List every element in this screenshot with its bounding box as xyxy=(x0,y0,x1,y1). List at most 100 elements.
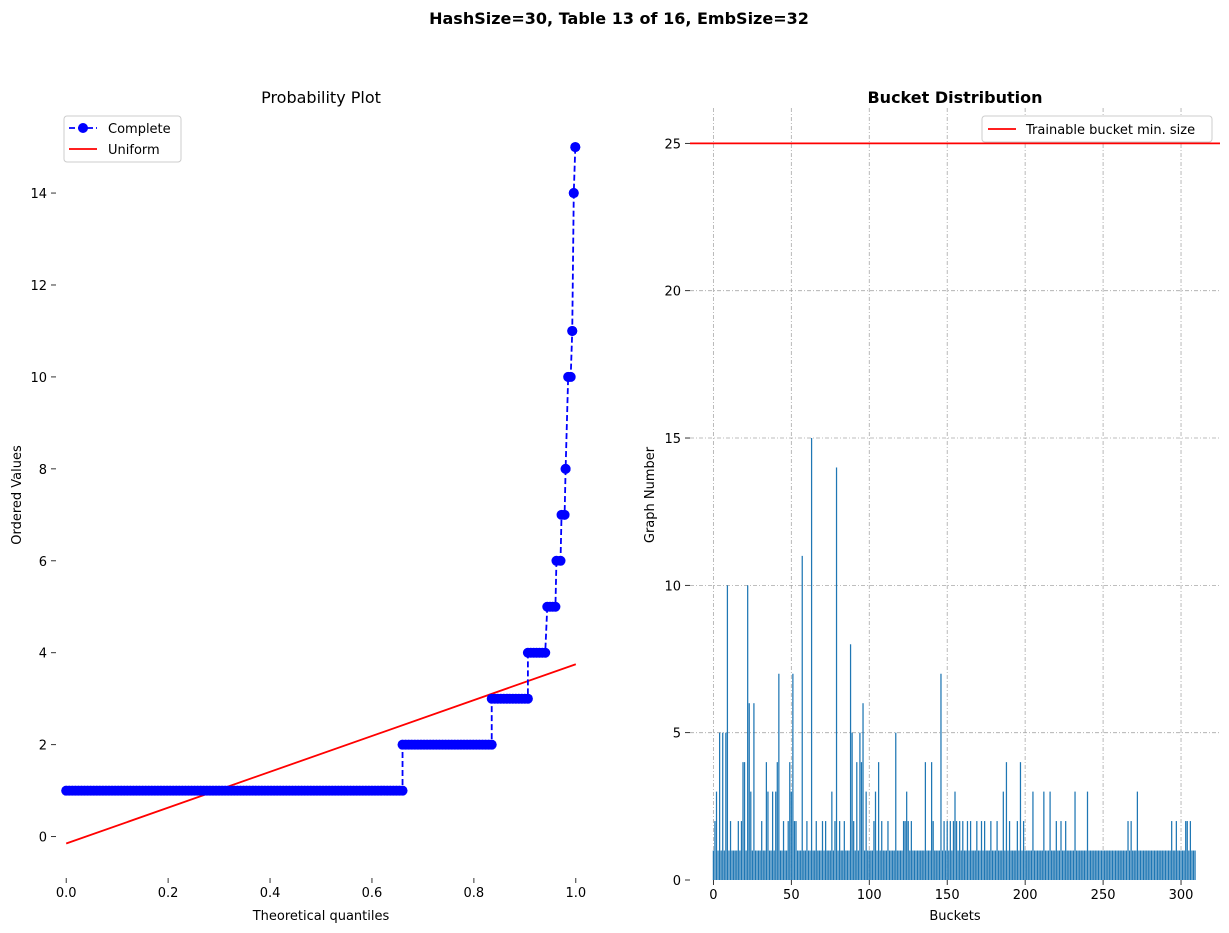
x-tick-label: 1.0 xyxy=(565,886,586,901)
bucket-bar xyxy=(1102,850,1104,880)
bucket-bar xyxy=(1082,850,1084,880)
bucket-bar xyxy=(1107,850,1109,880)
bucket-bar xyxy=(1110,850,1112,880)
bucket-bar xyxy=(756,850,758,880)
bucket-bar xyxy=(778,673,780,880)
x-tick-label: 0.2 xyxy=(158,886,179,901)
probability-plot-panel: Probability Plot Theoretical quantiles O… xyxy=(10,88,586,924)
bucket-bar xyxy=(943,821,945,880)
bucket-bar xyxy=(1007,850,1009,880)
bucket-bar xyxy=(1186,821,1188,880)
bucket-bar xyxy=(1119,850,1121,880)
bucket-bar xyxy=(1138,850,1140,880)
bucket-bar xyxy=(1052,850,1054,880)
bucket-bar xyxy=(751,850,753,880)
bucket-bar xyxy=(999,850,1001,880)
complete-point xyxy=(565,371,576,382)
bucket-bar xyxy=(810,438,813,880)
bucket-bar xyxy=(991,850,994,880)
bucket-bar xyxy=(750,791,752,880)
bucket-bar xyxy=(929,850,931,880)
bucket-bar xyxy=(820,850,822,880)
bucket-bar xyxy=(1019,762,1022,880)
bucket-bar xyxy=(834,821,836,880)
bucket-bar xyxy=(896,850,898,880)
bucket-bar xyxy=(1055,821,1057,880)
bucket-bar xyxy=(963,850,965,880)
bucket-bar xyxy=(952,821,955,880)
bucket-bar xyxy=(734,850,736,880)
bucket-bar xyxy=(1074,791,1076,880)
y-tick-label: 15 xyxy=(664,432,681,447)
bucket-bar xyxy=(1015,850,1017,880)
bucket-bar xyxy=(1029,850,1031,880)
bucket-bar xyxy=(771,791,774,880)
bucket-bar xyxy=(1180,850,1182,880)
bucket-distribution-legend: Trainable bucket min. size xyxy=(981,115,1213,143)
probability-plot-ticks: 0.0 0.2 0.4 0.6 0.8 1.0 0 2 4 6 8 10 12 14 xyxy=(30,187,586,901)
bucket-bar xyxy=(879,850,881,880)
bucket-bar xyxy=(804,850,806,880)
bucket-bar xyxy=(1164,850,1167,880)
bucket-bar xyxy=(906,791,908,880)
bucket-bar xyxy=(1002,791,1004,880)
bucket-bar xyxy=(987,850,989,880)
bucket-bar xyxy=(1071,850,1073,880)
bucket-bar xyxy=(884,850,886,880)
complete-point xyxy=(568,188,579,199)
complete-point xyxy=(567,325,578,336)
bucket-bar xyxy=(973,850,975,880)
bucket-bar xyxy=(1079,850,1081,880)
bucket-bar xyxy=(980,821,983,880)
x-tick-label: 0.0 xyxy=(56,886,77,901)
bucket-bar xyxy=(924,762,927,880)
bucket-bar xyxy=(932,821,934,880)
complete-point xyxy=(570,142,581,153)
complete-point xyxy=(540,647,551,658)
bucket-bar xyxy=(1171,821,1173,880)
bucket-bar xyxy=(974,850,976,880)
bucket-bar xyxy=(1172,850,1174,880)
bucket-bar xyxy=(845,850,847,880)
bucket-bar xyxy=(723,850,725,880)
bucket-bar xyxy=(882,850,884,880)
bucket-bar xyxy=(1124,850,1126,880)
bucket-bar xyxy=(1024,850,1026,880)
bucket-bar xyxy=(809,850,811,880)
x-tick-label: 300 xyxy=(1169,888,1194,903)
bucket-bar xyxy=(955,821,958,880)
bucket-bar xyxy=(1061,850,1064,880)
bucket-bar xyxy=(1066,850,1068,880)
bucket-bar xyxy=(1113,850,1115,880)
bucket-bar xyxy=(793,821,796,880)
bucket-bar xyxy=(1086,791,1089,880)
bucket-bar xyxy=(1160,850,1162,880)
bucket-bar xyxy=(1047,850,1050,880)
bucket-bar xyxy=(1105,850,1107,880)
bucket-bar xyxy=(868,850,870,880)
bucket-bar xyxy=(1058,850,1061,880)
bucket-bar xyxy=(1065,821,1067,880)
bucket-bar xyxy=(930,762,933,880)
bucket-bar xyxy=(1035,850,1037,880)
bucket-bar xyxy=(1158,850,1160,880)
bucket-bar xyxy=(948,850,950,880)
bucket-bar xyxy=(927,850,930,880)
bucket-bar xyxy=(954,791,956,880)
bucket-bar xyxy=(1004,850,1006,880)
bucket-bar xyxy=(1128,850,1131,880)
bucket-bar xyxy=(1069,850,1071,880)
bucket-bar xyxy=(1185,821,1187,880)
x-tick-label: 200 xyxy=(1013,888,1038,903)
complete-point xyxy=(560,463,571,474)
bucket-bar xyxy=(764,850,766,880)
bucket-bar xyxy=(1008,821,1011,880)
bucket-bar xyxy=(907,821,909,880)
bucket-bar xyxy=(983,821,986,880)
bucket-bar xyxy=(812,850,814,880)
bucket-bar xyxy=(1089,850,1092,880)
bucket-bar xyxy=(725,732,727,880)
bucket-bar xyxy=(729,821,732,880)
bucket-bar xyxy=(1013,850,1015,880)
bucket-distribution-ticks: 0 50 100 150 200 250 300 0 5 10 15 20 25 xyxy=(664,137,1193,903)
